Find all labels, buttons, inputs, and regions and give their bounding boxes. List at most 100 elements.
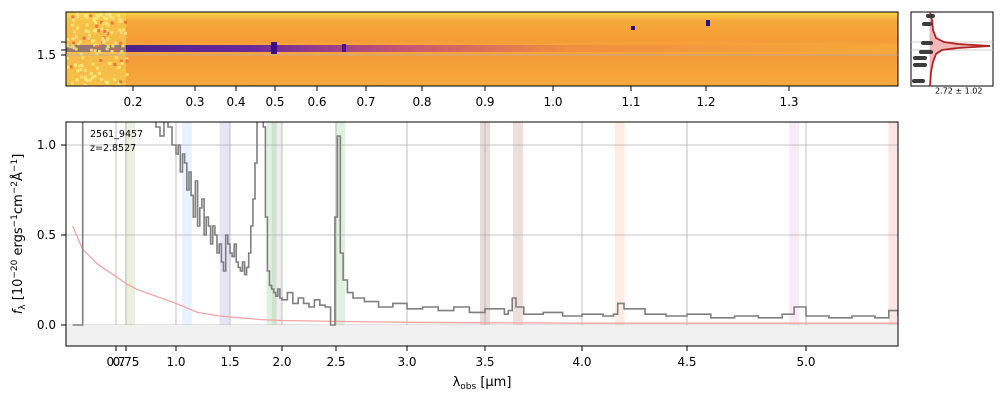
heatmap-noise-pixel — [119, 41, 123, 45]
heatmap-noise-pixel — [69, 45, 73, 49]
heatmap-noise-pixel — [82, 36, 86, 40]
negative-region-shade — [66, 325, 898, 346]
heatmap-noise-pixel — [78, 40, 82, 44]
top-tick-label: 0.8 — [412, 95, 431, 109]
heatmap-noise-pixel — [72, 46, 76, 50]
heatmap-noise-pixel — [94, 21, 98, 24]
heatmap-noise-pixel — [83, 83, 87, 87]
heatmap-noise-pixel — [89, 14, 93, 18]
heatmap-noise-pixel — [80, 64, 84, 67]
heatmap-noise-pixel — [105, 28, 109, 32]
heatmap-noise-pixel — [113, 77, 117, 81]
heatmap-noise-pixel — [72, 41, 76, 45]
heatmap-trace — [66, 45, 898, 52]
heatmap-noise-pixel — [84, 77, 88, 81]
heatmap-noise-pixel — [74, 47, 78, 51]
top-tick-label: 0.5 — [265, 95, 284, 109]
heatmap-noise-pixel — [78, 64, 82, 68]
heatmap-noise-pixel — [95, 14, 99, 18]
heatmap-noise-pixel — [84, 75, 88, 79]
heatmap-noise-pixel — [106, 37, 110, 41]
heatmap-noise-pixel — [88, 78, 92, 82]
heatmap-noise-pixel — [117, 65, 121, 69]
heatmap-noise-pixel — [100, 77, 104, 81]
x-tick-label: 4.0 — [572, 355, 591, 369]
heatmap-noise-pixel — [91, 62, 95, 66]
profile-line — [929, 11, 991, 87]
emission-line-band — [125, 122, 135, 346]
heatmap-noise-pixel — [85, 16, 89, 20]
heatmap-noise-pixel — [102, 16, 106, 20]
heatmap-noise-pixel — [120, 61, 124, 65]
heatmap-noise-pixel — [113, 63, 117, 66]
x-tick-label: 3.0 — [397, 355, 416, 369]
heatmap-noise-pixel — [120, 50, 124, 53]
spectrum-2d-panel: 0.2 0.3 0.4 0.5 0.6 0.7 0.8 0.9 1.0 1.1 1.2 1.3 — [61, 11, 899, 109]
main-frame — [65, 121, 899, 347]
y-tick-label: 1.5 — [37, 48, 56, 62]
heatmap-noise-pixel — [81, 56, 85, 60]
heatmap-noise-pixel — [83, 68, 87, 72]
heatmap-noise-pixel — [72, 18, 75, 22]
heatmap-noise — [66, 12, 129, 87]
emission-line-band — [266, 122, 277, 346]
heatmap-noise-pixel — [77, 42, 81, 46]
heatmap-noise-pixel — [125, 59, 129, 63]
heatmap-noise-pixel — [69, 65, 73, 69]
heatmap-noise-pixel — [101, 36, 105, 40]
heatmap-noise-pixel — [92, 18, 96, 22]
x-tick-label: 1.0 — [166, 355, 185, 369]
heatmap-noise-pixel — [99, 59, 103, 62]
heatmap-noise-pixel — [95, 24, 99, 28]
heatmap-noise-pixel — [66, 65, 70, 69]
heatmap-noise-pixel — [76, 12, 79, 16]
heatmap-noise-pixel — [108, 61, 112, 65]
heatmap-noise-pixel — [66, 37, 70, 41]
top-tick-label: 0.2 — [123, 95, 142, 109]
x-tick-label: 5.0 — [796, 355, 815, 369]
heatmap-noise-pixel — [103, 29, 107, 33]
heatmap-noise-pixel — [105, 47, 109, 51]
heatmap-noise-pixel — [76, 26, 80, 30]
heatmap-noise-pixel — [111, 16, 115, 20]
y-axis-ticks: 0.00.51.01.52.0 — [37, 48, 66, 332]
top-tick-label: 1.2 — [696, 95, 715, 109]
x-tick-label: 0.75 — [113, 355, 140, 369]
emission-line-band — [614, 122, 625, 346]
heatmap-noise-pixel — [119, 31, 123, 34]
profile-fill — [930, 12, 990, 86]
emission-line-band — [513, 122, 523, 346]
heatmap-noise-pixel — [117, 81, 121, 85]
heatmap-noise-pixel — [108, 13, 112, 17]
top-tick-label: 1.3 — [779, 95, 798, 109]
heatmap-noise-pixel — [117, 14, 121, 18]
top-tick-label: 0.4 — [226, 95, 245, 109]
y-tick-label: 0.0 — [37, 318, 56, 332]
heatmap-noise-pixel — [95, 45, 99, 48]
heatmap-noise-pixel — [100, 20, 103, 24]
heatmap-noise-pixel — [111, 44, 115, 48]
heatmap-noise-pixel — [106, 81, 110, 85]
spectrum-1d-panel: 0.70.75 1.0 1.5 2.0 2.5 3.0 3.5 4.0 4.5 5.0 0.00.… — [10, 48, 899, 392]
heatmap-noise-pixel — [80, 75, 84, 79]
heatmap-noise-pixel — [105, 12, 109, 16]
heatmap-noise-pixel — [66, 44, 69, 48]
emission-line-band — [888, 122, 899, 346]
heatmap-noise-pixel — [120, 19, 123, 23]
emission-line-band — [789, 122, 800, 346]
heatmap-noise-pixel — [90, 48, 94, 52]
heatmap-noise-pixel — [71, 37, 75, 41]
heatmap-noise-pixel — [85, 23, 89, 27]
heatmap-noise-pixel — [91, 76, 94, 80]
heatmap-noise-pixel — [110, 50, 114, 53]
top-tick-label: 1.0 — [543, 95, 562, 109]
x-tick-label: 0.7 — [106, 355, 125, 369]
redshift-label: z=2.8527 — [90, 143, 136, 154]
heatmap-noise-pixel — [71, 81, 74, 85]
heatmap-noise-pixel — [93, 43, 96, 47]
heatmap-noise-pixel — [102, 39, 106, 43]
top-tick-label: 1.1 — [621, 95, 640, 109]
x-tick-label: 1.5 — [220, 355, 239, 369]
heatmap-noise-pixel — [76, 69, 80, 73]
